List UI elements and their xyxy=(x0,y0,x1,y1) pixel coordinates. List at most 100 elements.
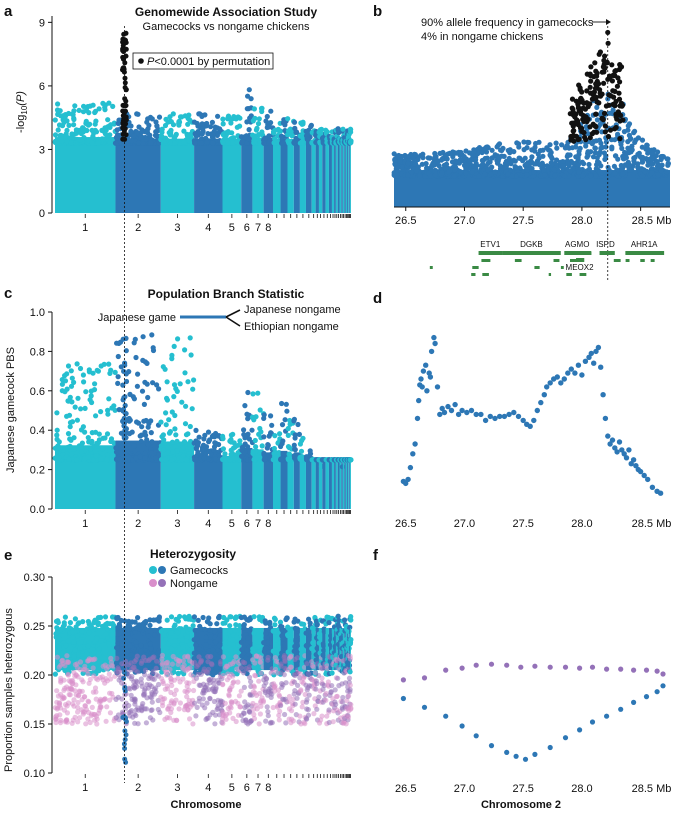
panel-c-point xyxy=(148,430,154,436)
panel-c-point xyxy=(64,413,70,419)
panel-a-chrom-body xyxy=(263,138,273,213)
panel-e-gamecock-point xyxy=(61,622,67,628)
panel-b-point xyxy=(476,145,483,151)
panel-e-gamecock-point xyxy=(347,624,353,631)
panel-c-point xyxy=(109,452,115,458)
panel-c-point xyxy=(90,370,96,376)
panel-e-gamecock-point xyxy=(221,614,227,621)
panel-c-point xyxy=(201,455,207,461)
panel-a-point xyxy=(244,140,250,146)
panel-b-point xyxy=(532,144,538,150)
panel-a-point xyxy=(170,111,176,117)
panel-a-chrom-body xyxy=(241,134,253,213)
panel-a-point xyxy=(55,111,61,117)
panel-a-point xyxy=(280,140,286,146)
panel-e-nongame-point xyxy=(142,706,148,712)
panel-e-nongame-point xyxy=(77,659,84,665)
panel-e-gamecock-point xyxy=(96,651,102,657)
panel-e-nongame-point xyxy=(297,713,303,719)
panel-a-point xyxy=(93,118,99,124)
panel-c-point xyxy=(250,391,256,397)
panel-e-nongame-point xyxy=(66,691,72,698)
panel-a-point xyxy=(251,106,257,112)
panel-a-point xyxy=(147,132,153,138)
panel-c-point xyxy=(131,443,137,449)
panel-e-gamecock-point xyxy=(228,650,234,656)
panel-e-nongame-point xyxy=(277,708,283,715)
panel-e-gamecock-point xyxy=(122,640,128,646)
panel-e-gamecock-point xyxy=(85,643,91,649)
panel-c-point xyxy=(261,450,267,456)
panel-e-gamecock-point xyxy=(207,627,213,633)
panel-b-point xyxy=(544,145,550,151)
panel-e-gamecock-point xyxy=(110,621,116,627)
panel-c-point xyxy=(55,445,61,451)
panel-c-point xyxy=(169,439,175,445)
panel-c-chrom-body xyxy=(194,455,223,509)
panel-e-gamecock-point xyxy=(215,636,221,642)
panel-c-ylabel: Japanese gamecock PBS xyxy=(5,347,17,473)
panel-a-chrom-body xyxy=(347,140,349,213)
panel-c-point xyxy=(117,456,123,462)
panel-a-point xyxy=(146,122,152,128)
panel-a-point xyxy=(72,103,78,109)
panel-b-point xyxy=(452,167,458,173)
panel-e-nongame-point xyxy=(348,702,354,708)
panel-b-point xyxy=(423,161,429,167)
panel-c-point xyxy=(77,365,84,372)
panel-c-point xyxy=(72,404,78,410)
panel-e-gamecock-point xyxy=(75,621,81,627)
panel-c-point xyxy=(228,451,234,457)
panel-a-point xyxy=(347,126,354,132)
panel-e-gamecock-point xyxy=(96,646,102,652)
panel-a-legend-p: P xyxy=(147,56,155,68)
panel-a-significant-point xyxy=(120,43,126,49)
panel-e-gamecock-point xyxy=(122,618,128,624)
panel-e-nongame-point xyxy=(191,687,197,694)
panel-c-chrom-body xyxy=(115,440,161,509)
panel-e-nongame-point xyxy=(54,688,60,694)
panel-a-point xyxy=(247,115,253,121)
panel-a-point xyxy=(54,107,61,113)
panel-e-gamecock-point xyxy=(96,668,102,674)
panel-e-nongame-point xyxy=(220,672,226,679)
panel-e-gamecock-point xyxy=(120,653,126,659)
panel-e-nongame-point xyxy=(142,686,148,692)
panel-c-point xyxy=(193,438,199,444)
panel-a-chrom-body xyxy=(252,137,264,213)
panel-e-gamecock-point xyxy=(194,636,200,642)
panel-e-nongame-point xyxy=(58,662,64,668)
panel-e-nongame-point xyxy=(191,659,197,666)
panel-a-chrom-body xyxy=(322,140,326,213)
panel-c-point xyxy=(74,361,80,367)
panel-b-point xyxy=(551,167,558,173)
panel-e-nongame-point xyxy=(237,704,243,710)
panel-e-gamecock-point xyxy=(65,638,71,644)
panel-c-point xyxy=(163,457,169,463)
panel-e-dip-point xyxy=(121,675,127,681)
panel-e-nongame-point xyxy=(270,704,276,711)
panel-a-point xyxy=(56,122,63,128)
panel-c-point xyxy=(291,416,297,422)
panel-a-point xyxy=(66,122,72,128)
panel-a-point xyxy=(220,139,226,146)
panel-e-nongame-point xyxy=(252,660,258,666)
panel-e-nongame-point xyxy=(303,715,309,722)
panel-e-nongame-point xyxy=(200,696,206,702)
panel-e-gamecock-point xyxy=(136,622,142,629)
panel-e-nongame-point xyxy=(247,674,253,681)
panel-e-nongame-point xyxy=(164,659,171,666)
panel-e-nongame-point xyxy=(212,712,219,718)
panel-e-gamecock-point xyxy=(151,617,157,623)
panel-e-nongame-point xyxy=(193,675,200,681)
panel-e-gamecock-point xyxy=(235,642,241,648)
panel-a-point xyxy=(244,119,250,125)
panel-e-gamecock-point xyxy=(171,642,178,648)
panel-e-x-tick-label: 4 xyxy=(205,782,211,794)
panel-e-gamecock-point xyxy=(179,637,185,643)
panel-e-nongame-point xyxy=(199,702,205,708)
panel-c-point xyxy=(188,352,194,358)
panel-b-point xyxy=(594,155,600,161)
panel-a-title: Genomewide Association Study xyxy=(135,5,318,19)
